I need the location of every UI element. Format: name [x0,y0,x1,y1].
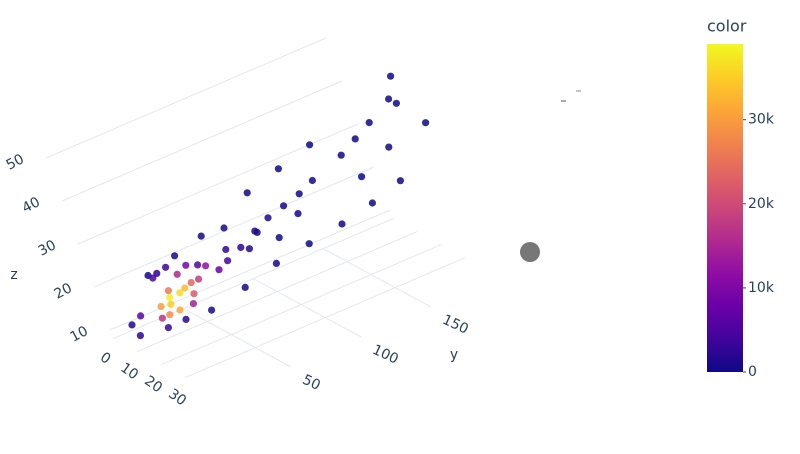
point [149,274,157,282]
point [251,227,259,235]
point [208,306,216,314]
point [176,306,184,314]
grid-line [77,123,359,245]
point [215,266,223,274]
z-tick-label: 50 [4,151,27,173]
z-tick-label: 20 [52,280,75,302]
point [305,240,313,248]
orbit-handle[interactable] [520,242,540,262]
z-tick-label: 40 [20,194,43,216]
point [137,312,145,320]
y-tick-label: 150 [440,312,471,338]
point [392,99,400,107]
colorbar-tick-label: 0 [748,364,757,380]
point [153,269,161,277]
colorbar [707,44,743,372]
point [351,135,359,143]
colorbar-tick-label: 20k [748,196,775,212]
point [422,119,430,127]
point [162,263,170,271]
point [128,321,136,329]
point [337,151,345,159]
y-tick-label: 100 [370,342,401,368]
x-tick-label: 20 [141,373,165,396]
point [166,293,174,302]
point [136,332,144,340]
y-axis-title: y [450,347,458,363]
point [195,275,203,283]
point [190,290,198,298]
grid-line [93,166,375,288]
grid-line [182,308,292,368]
point [194,261,202,269]
point [338,220,346,228]
point [385,143,393,151]
colorbar-tick-label: 10k [748,280,775,296]
point [241,283,249,291]
z-tick-label: 10 [68,323,91,345]
point [164,324,172,332]
point [158,314,166,322]
point [385,95,393,103]
x-tick-label: 10 [117,360,141,383]
grid-line [109,209,391,331]
point [222,245,230,254]
point [368,199,376,207]
scene[interactable] [45,37,466,379]
z-axis-title: z [10,267,17,283]
point [306,141,314,149]
point [157,302,165,311]
point [272,259,280,267]
point [264,214,272,222]
point [245,245,253,253]
point [280,202,288,210]
point [182,315,190,323]
point [166,311,174,319]
x-tick-label: 30 [165,386,189,409]
point [243,189,251,197]
y-tick-label: 50 [300,372,323,394]
point [176,289,184,297]
point [224,257,232,265]
grid-line [61,80,343,202]
grid-line [45,37,327,159]
point [171,252,179,260]
point [295,190,303,198]
point [275,234,283,242]
z-tick-label: 30 [36,237,59,259]
point [202,262,210,270]
grid-line [252,278,362,338]
point [308,176,316,185]
point [164,287,172,295]
point [274,165,282,173]
point [187,279,195,287]
point [182,261,190,269]
point [365,119,373,127]
point [189,300,197,308]
point [197,232,205,240]
point [237,243,245,251]
point [167,300,175,308]
point [396,177,404,185]
grid-line [322,248,432,308]
colorbar-tick-label: 30k [748,112,775,128]
colorbar-title: color [707,17,747,36]
point [387,72,395,80]
point [220,224,228,232]
point [173,270,181,278]
point [358,173,366,181]
point [181,284,189,292]
x-tick-label: 0 [97,349,113,367]
point [294,210,302,218]
